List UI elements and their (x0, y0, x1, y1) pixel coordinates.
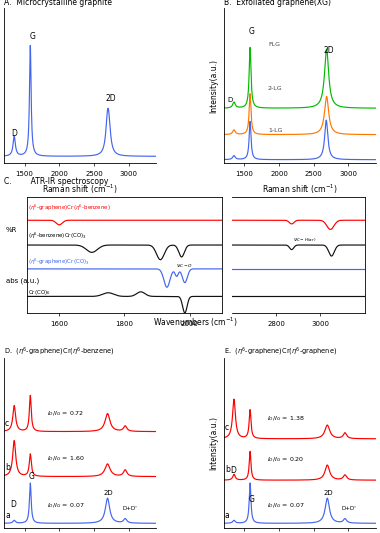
Text: D+D': D+D' (342, 506, 356, 511)
Text: E.  ($\eta^6$-graphene)Cr($\eta^6$-graphene): E. ($\eta^6$-graphene)Cr($\eta^6$-graphe… (223, 345, 337, 358)
Text: Cr(CO)$_6$: Cr(CO)$_6$ (28, 288, 51, 297)
Text: abs (a.u.): abs (a.u.) (6, 277, 39, 284)
Text: $I_D/I_G$ = 0.20: $I_D/I_G$ = 0.20 (267, 456, 304, 464)
Y-axis label: Intensity(a.u.): Intensity(a.u.) (209, 416, 218, 470)
Text: $I_D/I_G$ = 1.60: $I_D/I_G$ = 1.60 (47, 455, 84, 463)
Text: D: D (230, 466, 236, 475)
Text: D: D (11, 130, 17, 139)
Text: %R: %R (6, 227, 17, 233)
Text: c: c (225, 423, 229, 432)
Text: $I_D/I_G$ = 0.72: $I_D/I_G$ = 0.72 (47, 409, 84, 418)
Text: 2D: 2D (324, 46, 334, 55)
Text: a: a (225, 511, 230, 520)
Text: G: G (30, 32, 36, 41)
Text: $\nu_{C-O}$: $\nu_{C-O}$ (176, 262, 193, 270)
Text: G: G (249, 495, 254, 504)
Text: 2D: 2D (323, 490, 333, 496)
Text: b: b (225, 465, 230, 474)
Y-axis label: Intensity(a.u.): Intensity(a.u.) (209, 59, 218, 112)
Text: $\nu_{C-H(ar)}$: $\nu_{C-H(ar)}$ (293, 237, 316, 244)
X-axis label: Raman shift (cm$^{-1}$): Raman shift (cm$^{-1}$) (262, 182, 338, 196)
Text: $I_D/I_G$ = 1.38: $I_D/I_G$ = 1.38 (267, 414, 304, 423)
Text: D.  ($\eta^6$-graphene)Cr($\eta^6$-benzene): D. ($\eta^6$-graphene)Cr($\eta^6$-benzen… (4, 345, 114, 358)
Text: D+D': D+D' (122, 506, 137, 511)
Text: ($\eta^6$-graphene)Cr($\eta^6$-benzene): ($\eta^6$-graphene)Cr($\eta^6$-benzene) (28, 203, 111, 213)
Text: D: D (227, 96, 232, 103)
Text: G: G (249, 27, 255, 36)
Text: D: D (10, 500, 16, 509)
Text: a: a (5, 511, 10, 520)
Text: c: c (5, 418, 9, 427)
Text: B.  Exfoliated graphene(XG): B. Exfoliated graphene(XG) (223, 0, 331, 7)
X-axis label: Raman shift (cm$^{-1}$): Raman shift (cm$^{-1}$) (42, 182, 118, 196)
Text: 1-LG: 1-LG (268, 128, 282, 133)
Text: $I_D/I_G$ = 0.07: $I_D/I_G$ = 0.07 (267, 501, 304, 510)
Text: G: G (28, 472, 35, 481)
Text: ($\eta^6$-benzene)Cr(CO)$_3$: ($\eta^6$-benzene)Cr(CO)$_3$ (28, 231, 87, 241)
Text: 2D: 2D (106, 94, 116, 103)
Text: 2-LG: 2-LG (268, 86, 283, 92)
Text: A.  Microcrystalline graphite: A. Microcrystalline graphite (4, 0, 112, 7)
Text: Wavenumbers (cm$^{-1}$): Wavenumbers (cm$^{-1}$) (153, 316, 238, 329)
Text: FLG: FLG (268, 42, 280, 47)
Text: b: b (5, 463, 10, 472)
Text: C.        ATR-IR spectroscopy: C. ATR-IR spectroscopy (4, 177, 108, 186)
Text: $I_D/I_G$ = 0.07: $I_D/I_G$ = 0.07 (47, 501, 84, 510)
Text: 2D: 2D (104, 490, 113, 496)
Text: ($\eta^6$-graphene)Cr(CO)$_3$: ($\eta^6$-graphene)Cr(CO)$_3$ (28, 256, 90, 266)
